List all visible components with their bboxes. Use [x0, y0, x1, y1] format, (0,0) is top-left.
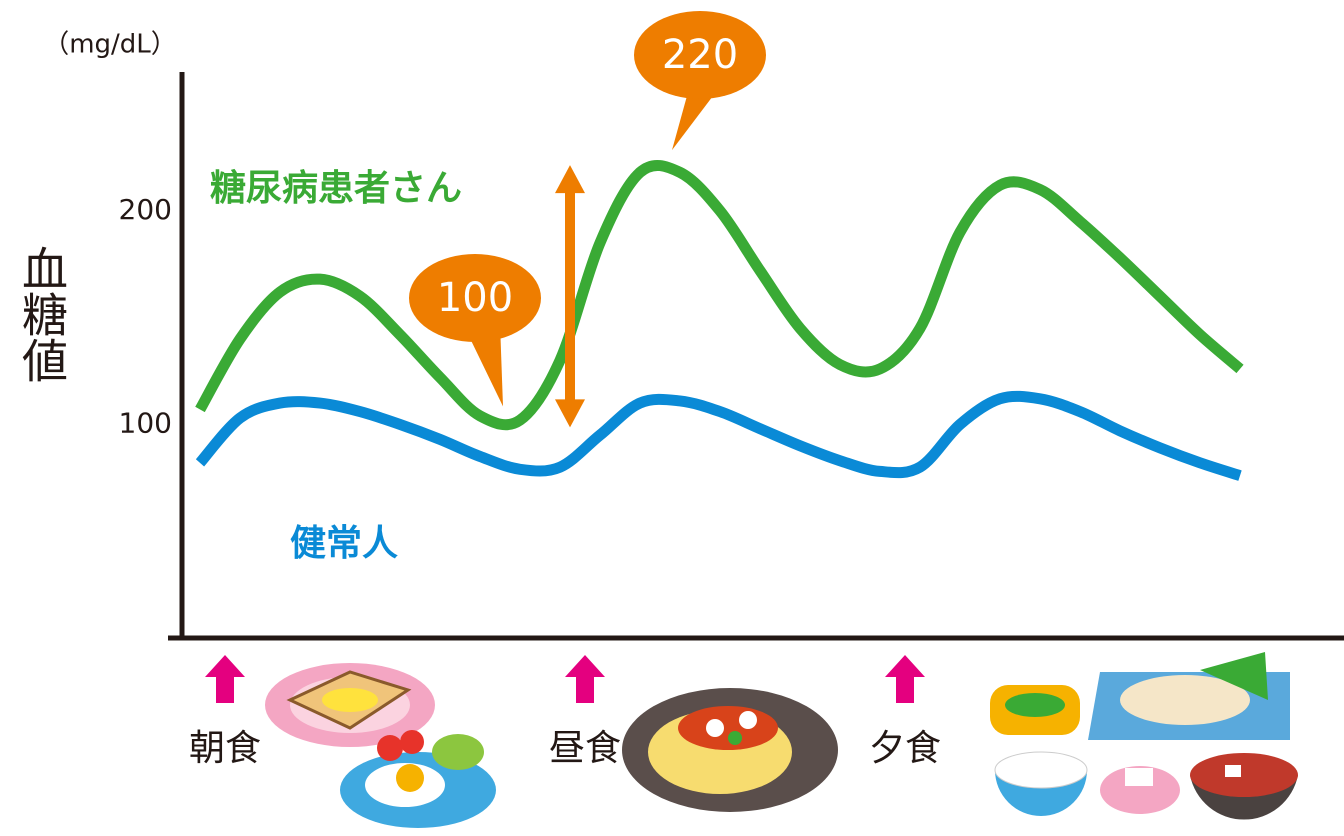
y-tick-label: 200: [119, 193, 172, 226]
x-tick-label: 夕食: [869, 728, 941, 769]
meal-arrow: [205, 655, 245, 703]
meal-arrow: [565, 655, 605, 703]
page: {"chart_data": { "type": "line", "y_labe…: [0, 0, 1344, 836]
food-breakfast: [265, 663, 496, 828]
y-axis-label: 血糖値: [15, 245, 69, 383]
x-tick-label: 昼食: [549, 728, 621, 769]
series-label: 健常人: [290, 523, 398, 564]
meal-arrow: [885, 655, 925, 703]
food-dinner: [990, 652, 1298, 820]
series-label: 糖尿病患者さん: [210, 168, 462, 209]
unit-label: （mg/dL）: [43, 30, 177, 60]
callout-label: 220: [662, 32, 738, 78]
x-tick-label: 朝食: [189, 728, 261, 769]
callout-label: 100: [437, 275, 513, 321]
series-line: [200, 396, 1240, 475]
chart: （mg/dL） 血糖値 100 200 朝食 昼食 夕食 糖尿病患者さん: [0, 0, 1344, 836]
y-tick-label: 100: [119, 406, 172, 439]
food-lunch: [622, 688, 838, 812]
